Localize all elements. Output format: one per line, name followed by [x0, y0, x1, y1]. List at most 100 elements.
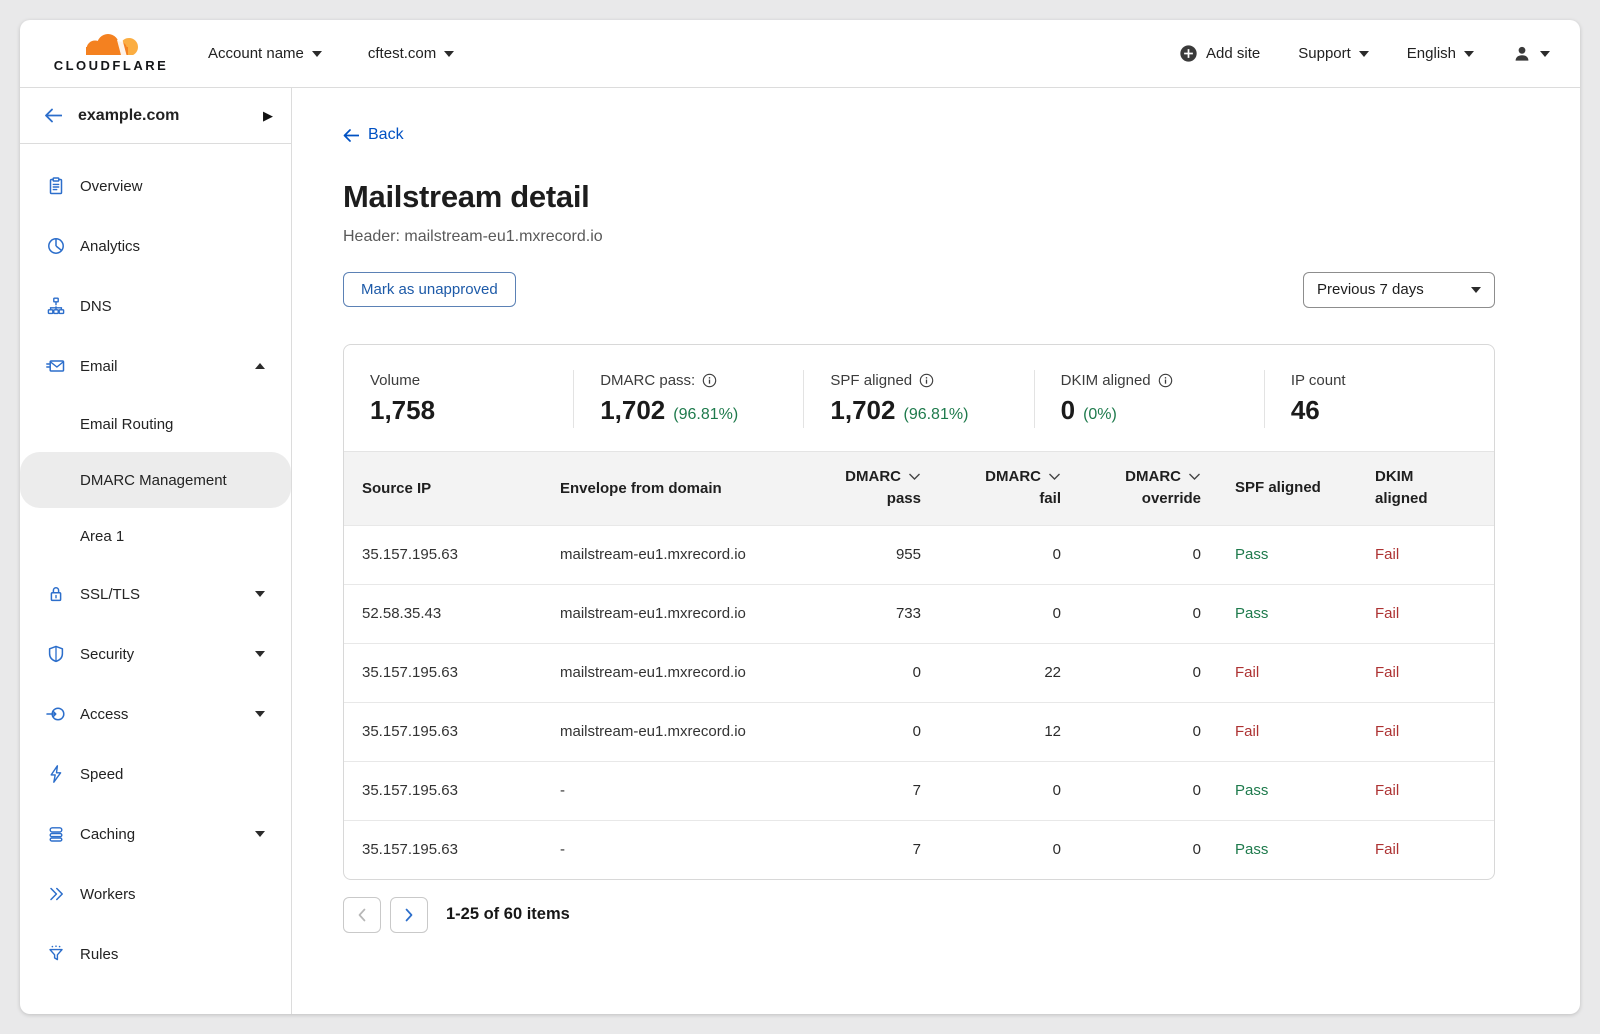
stat-label: DMARC pass: — [600, 372, 695, 389]
back-link[interactable]: Back — [343, 126, 404, 144]
sidebar-item-ssl-tls[interactable]: SSL/TLS — [20, 564, 291, 624]
cell-dkim-aligned: Fail — [1345, 664, 1494, 681]
padlock-icon — [46, 584, 66, 604]
cell-dmarc-override: 0 — [1065, 841, 1205, 858]
chevron-left-icon — [357, 908, 367, 922]
add-site-button[interactable]: Add site — [1179, 44, 1260, 63]
sidebar-item-area-1[interactable]: Area 1 — [20, 508, 291, 564]
top-bar: CLOUDFLARE Account name cftest.com Add s… — [20, 20, 1580, 88]
cell-dmarc-fail: 0 — [925, 841, 1065, 858]
stat-spf-aligned: SPF aligned 1,702(96.81%) — [803, 370, 1033, 428]
support-menu[interactable]: Support — [1298, 45, 1369, 62]
cell-dmarc-fail: 22 — [925, 664, 1065, 681]
chevron-down-icon — [255, 711, 265, 717]
column-header-dmarc-pass[interactable]: DMARC pass — [804, 466, 925, 511]
previous-page-button[interactable] — [343, 897, 381, 933]
table-row: 35.157.195.63 - 7 0 0 Pass Fail — [344, 761, 1494, 820]
chevron-down-icon — [1471, 287, 1481, 293]
cell-dmarc-pass: 733 — [804, 605, 925, 622]
email-icon — [46, 356, 66, 376]
stat-value: 46 — [1291, 395, 1320, 426]
cell-source-ip: 35.157.195.63 — [344, 723, 542, 740]
chevron-down-icon — [255, 651, 265, 657]
account-menu[interactable]: Account name — [208, 45, 322, 62]
chevron-down-icon — [1359, 51, 1369, 57]
cell-spf-aligned: Fail — [1205, 664, 1345, 681]
pie-chart-icon — [46, 236, 66, 256]
sidebar-item-workers[interactable]: Workers — [20, 864, 291, 924]
sidebar-item-label: Caching — [80, 826, 135, 843]
sort-chevron-icon[interactable] — [908, 473, 921, 481]
sidebar-item-rules[interactable]: Rules — [20, 924, 291, 984]
cell-dmarc-pass: 0 — [804, 664, 925, 681]
info-icon[interactable] — [1158, 373, 1173, 388]
sidebar-site-header[interactable]: example.com ▶ — [20, 88, 291, 144]
cell-envelope: mailstream-eu1.mxrecord.io — [542, 546, 804, 563]
cell-envelope: - — [542, 841, 804, 858]
sidebar-item-dmarc-management[interactable]: DMARC Management — [20, 452, 291, 508]
mark-as-unapproved-button[interactable]: Mark as unapproved — [343, 272, 516, 307]
app-window: CLOUDFLARE Account name cftest.com Add s… — [20, 20, 1580, 1014]
sidebar-item-email-routing[interactable]: Email Routing — [20, 396, 291, 452]
info-icon[interactable] — [919, 373, 934, 388]
sort-chevron-icon[interactable] — [1188, 473, 1201, 481]
clipboard-icon — [46, 176, 66, 196]
column-header-dmarc-override[interactable]: DMARC override — [1065, 466, 1205, 511]
sidebar-item-dns[interactable]: DNS — [20, 276, 291, 336]
chevron-down-icon — [255, 591, 265, 597]
cell-spf-aligned: Pass — [1205, 605, 1345, 622]
site-menu-label: cftest.com — [368, 45, 436, 62]
cell-dmarc-fail: 0 — [925, 782, 1065, 799]
sidebar-item-caching[interactable]: Caching — [20, 804, 291, 864]
stat-label: Volume — [370, 372, 420, 389]
date-range-value: Previous 7 days — [1317, 281, 1424, 298]
stat-dmarc-pass: DMARC pass: 1,702(96.81%) — [573, 370, 803, 428]
stat-label: DKIM aligned — [1061, 372, 1151, 389]
cell-dmarc-fail: 0 — [925, 605, 1065, 622]
site-name: example.com — [78, 107, 247, 125]
sidebar-item-label: Email — [80, 358, 118, 375]
info-icon[interactable] — [702, 373, 717, 388]
sidebar-item-access[interactable]: Access — [20, 684, 291, 744]
table-row: 52.58.35.43 mailstream-eu1.mxrecord.io 7… — [344, 584, 1494, 643]
cell-dmarc-override: 0 — [1065, 605, 1205, 622]
stat-dkim-aligned: DKIM aligned 0(0%) — [1034, 370, 1264, 428]
cell-dmarc-override: 0 — [1065, 782, 1205, 799]
column-header-dkim-aligned: DKIM aligned — [1345, 466, 1494, 511]
chevron-up-icon — [255, 363, 265, 369]
chevron-right-icon: ▶ — [263, 108, 273, 124]
date-range-select[interactable]: Previous 7 days — [1303, 272, 1495, 308]
site-menu[interactable]: cftest.com — [368, 45, 454, 62]
language-label: English — [1407, 45, 1456, 62]
pagination: 1-25 of 60 items — [343, 897, 1495, 933]
cloudflare-cloud-icon — [73, 34, 149, 60]
chevron-down-icon — [1464, 51, 1474, 57]
pagination-label: 1-25 of 60 items — [446, 905, 570, 924]
sidebar-item-analytics[interactable]: Analytics — [20, 216, 291, 276]
stat-label: SPF aligned — [830, 372, 912, 389]
user-menu[interactable] — [1512, 44, 1550, 64]
column-header-dmarc-fail[interactable]: DMARC fail — [925, 466, 1065, 511]
sort-chevron-icon[interactable] — [1048, 473, 1061, 481]
next-page-button[interactable] — [390, 897, 428, 933]
cell-envelope: mailstream-eu1.mxrecord.io — [542, 723, 804, 740]
cell-spf-aligned: Pass — [1205, 841, 1345, 858]
sidebar-item-email[interactable]: Email — [20, 336, 291, 396]
login-arrow-icon — [46, 704, 66, 724]
table-row: 35.157.195.63 mailstream-eu1.mxrecord.io… — [344, 525, 1494, 584]
sidebar-item-overview[interactable]: Overview — [20, 156, 291, 216]
page-title: Mailstream detail — [343, 179, 1495, 215]
plus-circle-icon — [1179, 44, 1198, 63]
stat-value: 1,758 — [370, 395, 435, 426]
sidebar-item-label: Email Routing — [80, 416, 173, 433]
cell-dmarc-pass: 7 — [804, 782, 925, 799]
cell-source-ip: 52.58.35.43 — [344, 605, 542, 622]
language-menu[interactable]: English — [1407, 45, 1474, 62]
sidebar-item-label: Rules — [80, 946, 118, 963]
stat-value: 1,702 — [830, 395, 895, 426]
add-site-label: Add site — [1206, 45, 1260, 62]
sidebar-item-speed[interactable]: Speed — [20, 744, 291, 804]
stat-value: 0 — [1061, 395, 1075, 426]
cloudflare-logo[interactable]: CLOUDFLARE — [36, 34, 186, 73]
sidebar-item-security[interactable]: Security — [20, 624, 291, 684]
